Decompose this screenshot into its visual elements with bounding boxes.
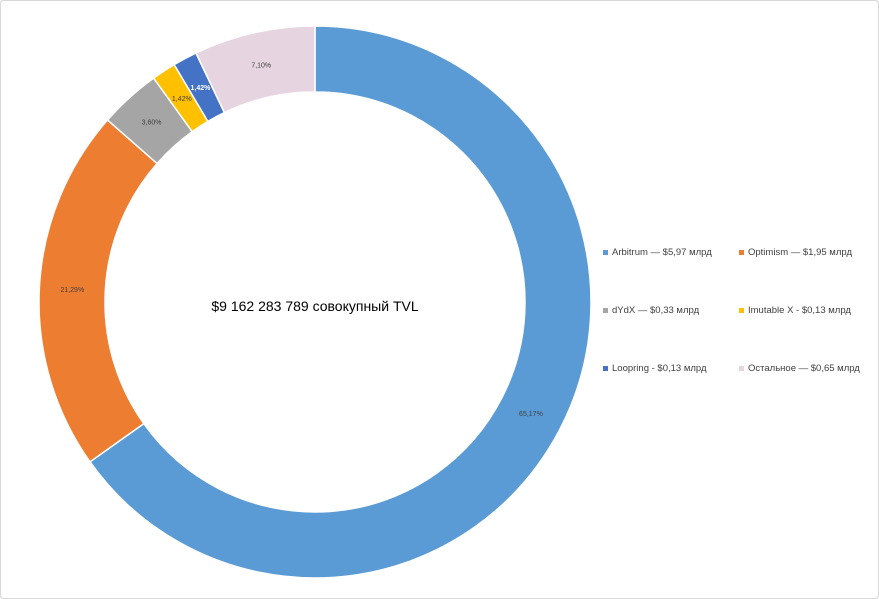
legend-item-other: Остальное — $0,65 млрд <box>739 358 873 378</box>
slice-optimism <box>38 118 159 463</box>
slice-label-arbitrum: 65,17% <box>519 411 543 418</box>
slice-label-dydx: 3,60% <box>142 120 162 127</box>
legend-item-loopring: Loopring - $0,13 млрд <box>603 358 739 378</box>
slice-arbitrum <box>88 25 592 579</box>
legend-item-imutable-x: Imutable X - $0,13 млрд <box>739 300 873 320</box>
slice-label-loopring: 1,42% <box>191 85 212 92</box>
legend-label-loopring: Loopring - $0,13 млрд <box>612 362 707 374</box>
slice-label-остальное: 7,10% <box>251 63 271 70</box>
legend-label-optimism: Optimism — $1,95 млрд <box>748 246 852 258</box>
slice-остальное <box>194 25 316 114</box>
legend-swatch-other <box>739 365 744 371</box>
legend-item-optimism: Optimism — $1,95 млрд <box>739 242 873 262</box>
legend-swatch-arbitrum <box>603 249 608 255</box>
slice-label-optimism: 21,29% <box>60 287 84 294</box>
center-total-label: $9 162 283 789 совокупный TVL <box>211 298 419 314</box>
legend-label-dydx: dYdX — $0,33 млрд <box>612 304 700 316</box>
legend-label-other: Остальное — $0,65 млрд <box>748 362 860 374</box>
legend-item-arbitrum: Arbitrum — $5,97 млрд <box>603 242 739 262</box>
legend-swatch-optimism <box>739 249 744 255</box>
slice-label-imutable-x: 1,42% <box>172 96 192 103</box>
legend-label-imutable-x: Imutable X - $0,13 млрд <box>748 304 851 316</box>
legend-label-arbitrum: Arbitrum — $5,97 млрд <box>612 246 712 258</box>
legend-swatch-dydx <box>603 307 608 313</box>
legend-swatch-imutable-x <box>739 307 744 313</box>
chart-legend: Arbitrum — $5,97 млрд Optimism — $1,95 м… <box>603 242 873 378</box>
legend-swatch-loopring <box>603 365 608 371</box>
legend-item-dydx: dYdX — $0,33 млрд <box>603 300 739 320</box>
